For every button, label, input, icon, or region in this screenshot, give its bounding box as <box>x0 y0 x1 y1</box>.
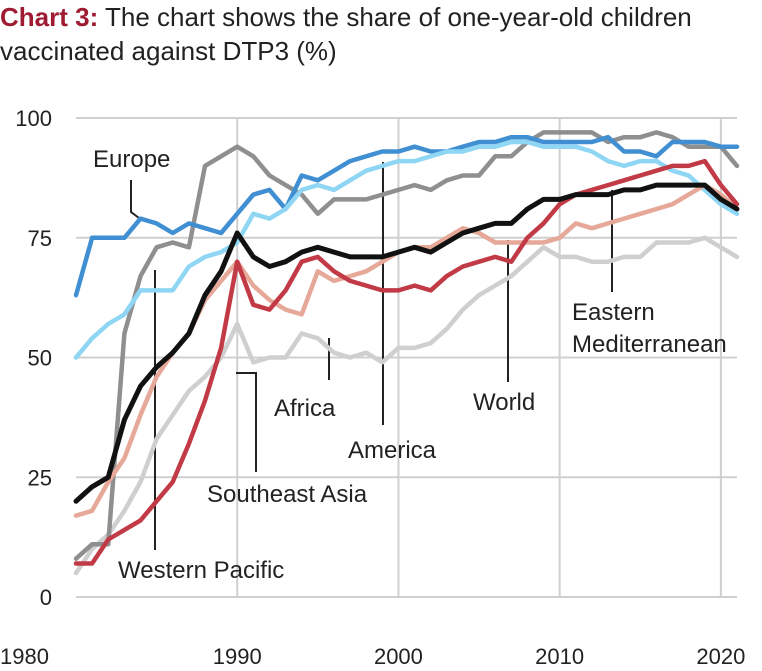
annotation-label: Southeast Asia <box>207 481 368 508</box>
series-line-southeast-asia <box>73 158 740 566</box>
x-tick-label: 1980 <box>0 644 49 669</box>
annotation-label: Mediterranean <box>572 331 727 358</box>
x-tick-label: 1990 <box>213 644 262 669</box>
chart-title-text: The chart shows the share of one-year-ol… <box>0 2 692 66</box>
y-tick-label: 0 <box>40 585 52 610</box>
series-lines <box>73 130 740 576</box>
annotation-label: Western Pacific <box>118 557 284 584</box>
annotation-label: Africa <box>274 395 336 422</box>
y-tick-label: 25 <box>28 465 52 490</box>
series-line-western-pacific <box>73 130 740 561</box>
y-tick-label: 100 <box>15 106 52 131</box>
annotation-leader-line <box>130 180 140 219</box>
annotation-leader-line <box>236 372 257 472</box>
x-tick-label: 2020 <box>696 644 745 669</box>
annotation-leaders <box>130 162 613 550</box>
series-line-europe <box>73 134 740 298</box>
annotation-label: Europe <box>93 146 170 173</box>
y-tick-label: 75 <box>28 226 52 251</box>
x-tick-label: 2010 <box>535 644 584 669</box>
annotation-label: World <box>473 389 535 416</box>
x-tick-label: 2000 <box>374 644 423 669</box>
y-tick-label: 50 <box>28 346 52 371</box>
grid <box>76 117 737 598</box>
annotation-labels: Europe Western Pacific America Eastern Medit… <box>93 146 727 584</box>
series-line-africa <box>73 235 740 576</box>
annotation-label: Eastern <box>572 299 655 326</box>
axis-ticks: 0 25 50 75 100 1980 1990 2000 2010 2020 <box>0 106 745 669</box>
chart-title: Chart 3: The chart shows the share of on… <box>0 0 762 68</box>
series-line-world <box>73 182 740 504</box>
series-line-america <box>73 139 740 360</box>
annotation-label: America <box>348 437 437 464</box>
chart-title-prefix: Chart 3: <box>0 2 99 32</box>
